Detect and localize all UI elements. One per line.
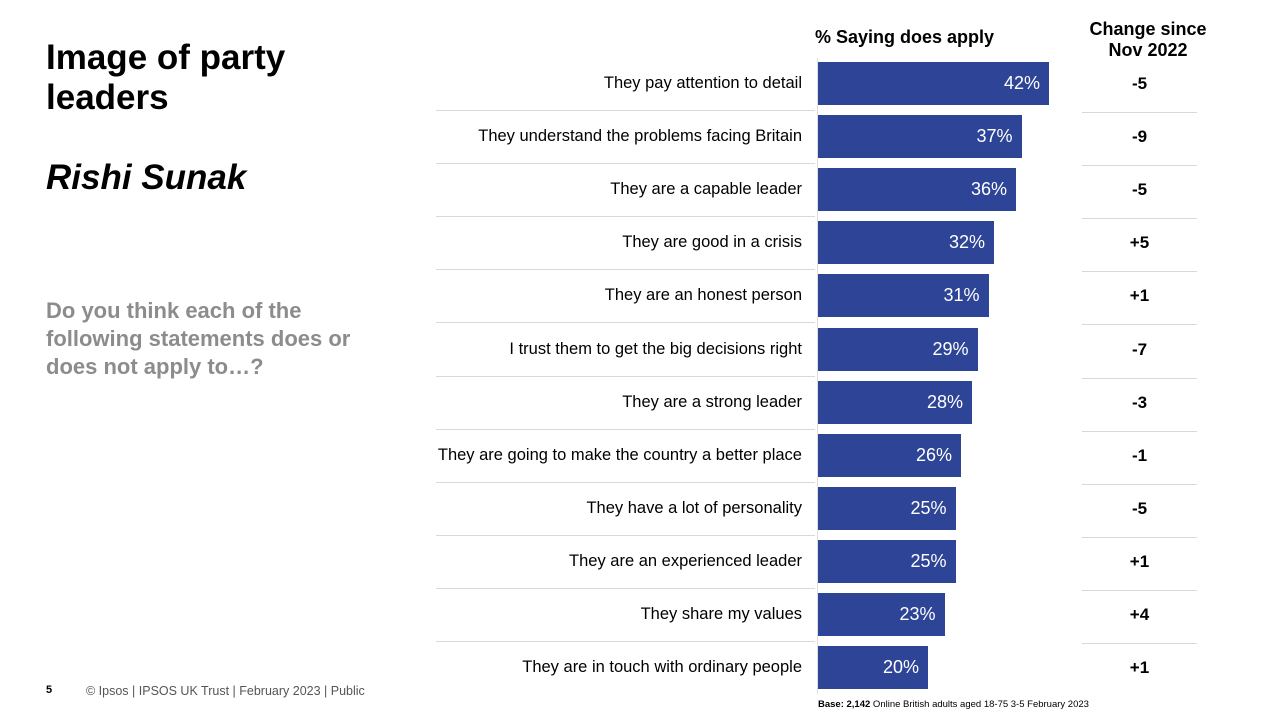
bar-value-label: 23% [899, 604, 936, 624]
category-label: They are an experienced leader [569, 551, 802, 570]
change-divider [1082, 536, 1197, 538]
change-header: Change since Nov 2022 [1089, 19, 1207, 60]
bar-value-label: 28% [926, 391, 963, 412]
base-note: Base: 2,142 Online British adults aged 1… [818, 699, 1089, 710]
footer-text: © Ipsos | IPSOS UK Trust | February 2023… [86, 684, 365, 698]
row-divider [436, 375, 815, 377]
bar: 29% [818, 327, 978, 371]
category-label: They understand the problems facing Brit… [478, 127, 802, 146]
row-divider [436, 641, 815, 642]
change-value: -5 [1131, 180, 1148, 200]
base-rest: Online British adults aged 18-75 3-5 Feb… [870, 699, 1089, 710]
change-divider [1082, 165, 1197, 167]
category-label: They are an honest person [604, 286, 802, 305]
change-divider [1082, 589, 1197, 591]
bar-value-label: 42% [1003, 73, 1040, 93]
bar-value-label: 20% [882, 657, 919, 678]
bar-value-label: 31% [943, 285, 980, 306]
change-divider [1082, 430, 1197, 432]
row-divider [436, 163, 815, 165]
row-divider [436, 587, 815, 589]
change-value: -9 [1131, 127, 1148, 147]
change-divider [1082, 483, 1197, 485]
bar: 31% [818, 274, 989, 318]
bar: 25% [818, 486, 956, 530]
base-bold: Base: 2,142 [818, 699, 871, 710]
slide-title: Image of party leaders [46, 38, 286, 117]
row-divider [436, 269, 815, 271]
bar: 32% [818, 221, 994, 265]
change-value: +1 [1129, 658, 1150, 678]
row-divider [436, 216, 815, 218]
change-divider [1082, 218, 1197, 220]
change-value: +1 [1129, 286, 1150, 306]
change-divider [1082, 324, 1197, 326]
row-divider [436, 481, 815, 483]
bar: 37% [818, 115, 1022, 159]
category-label: They are going to make the country a bet… [437, 445, 802, 464]
category-label: They share my values [640, 605, 802, 623]
bar-value-label: 37% [976, 126, 1013, 147]
category-label: They are in touch with ordinary people [522, 658, 802, 677]
change-value: -3 [1131, 392, 1148, 412]
bar-value-label: 29% [932, 338, 969, 359]
bar-value-label: 25% [910, 497, 947, 518]
bar-value-label: 25% [910, 550, 947, 571]
category-label: They are a strong leader [622, 392, 802, 411]
row-divider [436, 428, 815, 430]
change-value: -5 [1131, 498, 1148, 518]
change-value: +5 [1129, 233, 1150, 253]
change-value: +4 [1129, 605, 1150, 624]
chart-title: % Saying does apply [815, 27, 995, 47]
category-label: They pay attention to detail [603, 74, 802, 92]
category-label: They have a lot of personality [586, 498, 802, 517]
change-value: -7 [1131, 339, 1148, 359]
category-label: I trust them to get the big decisions ri… [509, 339, 802, 358]
change-value: +1 [1129, 551, 1150, 571]
bar: 20% [818, 646, 928, 690]
bar: 23% [818, 593, 945, 636]
chart-axis [817, 58, 818, 694]
slide-subtitle: Rishi Sunak [46, 158, 247, 197]
bar: 26% [818, 433, 961, 477]
bar-value-label: 26% [915, 444, 952, 465]
row-divider [436, 322, 815, 324]
bar-value-label: 36% [970, 179, 1007, 200]
bar: 25% [818, 539, 956, 583]
row-divider [436, 110, 815, 111]
change-value: -1 [1131, 445, 1148, 465]
bar: 42% [818, 62, 1049, 105]
change-divider [1082, 377, 1197, 379]
bar: 36% [818, 168, 1016, 212]
change-divider [1082, 271, 1197, 273]
change-divider [1082, 643, 1197, 644]
bar: 28% [818, 380, 972, 424]
category-label: They are good in a crisis [622, 233, 802, 252]
change-divider [1082, 112, 1197, 113]
change-value: -5 [1131, 74, 1148, 93]
question-text: Do you think each of the following state… [46, 298, 351, 379]
row-divider [436, 534, 815, 536]
page-number: 5 [46, 684, 53, 696]
bar-value-label: 32% [948, 232, 985, 253]
category-label: They are a capable leader [610, 180, 802, 199]
